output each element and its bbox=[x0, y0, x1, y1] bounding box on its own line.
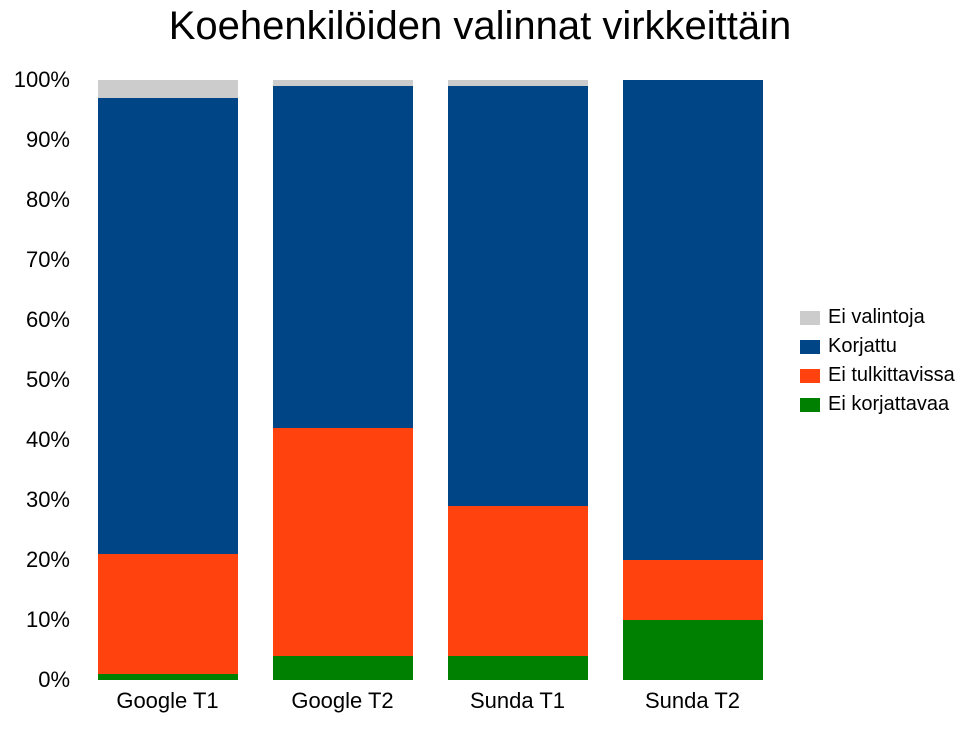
legend-label: Ei tulkittavissa bbox=[828, 364, 955, 387]
stacked-bar bbox=[98, 80, 238, 680]
bar-segment-ei_korjattavaa bbox=[448, 656, 588, 680]
x-tick-label: Google T2 bbox=[255, 688, 430, 728]
y-tick-label: 10% bbox=[0, 607, 70, 633]
chart-root: Koehenkilöiden valinnat virkkeittäin 0% 1… bbox=[0, 0, 960, 749]
bar-slot bbox=[80, 80, 255, 680]
y-tick-label: 50% bbox=[0, 367, 70, 393]
stacked-bar bbox=[273, 80, 413, 680]
x-tick-label: Sunda T1 bbox=[430, 688, 605, 728]
bar-segment-ei_tulkittavissa bbox=[98, 554, 238, 674]
stacked-bar bbox=[623, 80, 763, 680]
bar-segment-ei_korjattavaa bbox=[623, 620, 763, 680]
y-tick-label: 40% bbox=[0, 427, 70, 453]
bar-segment-korjattu bbox=[273, 86, 413, 428]
plot-area bbox=[80, 80, 780, 680]
y-tick-label: 0% bbox=[0, 667, 70, 693]
bar-slot bbox=[255, 80, 430, 680]
legend-swatch bbox=[800, 340, 820, 354]
legend-item: Ei tulkittavissa bbox=[800, 364, 960, 387]
bar-segment-korjattu bbox=[623, 80, 763, 560]
x-axis-labels: Google T1Google T2Sunda T1Sunda T2 bbox=[80, 688, 780, 728]
bar-segment-ei_tulkittavissa bbox=[448, 506, 588, 656]
bar-segment-ei_korjattavaa bbox=[98, 674, 238, 680]
bar-slot bbox=[605, 80, 780, 680]
chart-title: Koehenkilöiden valinnat virkkeittäin bbox=[0, 0, 960, 49]
legend-item: Korjattu bbox=[800, 335, 960, 358]
y-tick-label: 100% bbox=[0, 67, 70, 93]
y-tick-label: 60% bbox=[0, 307, 70, 333]
x-tick-label: Sunda T2 bbox=[605, 688, 780, 728]
bar-segment-ei_valintoja bbox=[98, 80, 238, 98]
legend-swatch bbox=[800, 369, 820, 383]
legend-label: Korjattu bbox=[828, 335, 897, 358]
x-tick-label: Google T1 bbox=[80, 688, 255, 728]
y-tick-label: 70% bbox=[0, 247, 70, 273]
legend-swatch bbox=[800, 398, 820, 412]
legend-swatch bbox=[800, 311, 820, 325]
legend-label: Ei valintoja bbox=[828, 306, 925, 329]
y-axis-ticks: 0%10%20%30%40%50%60%70%80%90%100% bbox=[0, 80, 80, 680]
bar-segment-korjattu bbox=[98, 98, 238, 554]
bar-segment-ei_korjattavaa bbox=[273, 656, 413, 680]
bar-slot bbox=[430, 80, 605, 680]
y-tick-label: 80% bbox=[0, 187, 70, 213]
bar-segment-ei_tulkittavissa bbox=[273, 428, 413, 656]
bar-segment-korjattu bbox=[448, 86, 588, 506]
legend-label: Ei korjattavaa bbox=[828, 393, 949, 416]
legend-item: Ei korjattavaa bbox=[800, 393, 960, 416]
y-tick-label: 30% bbox=[0, 487, 70, 513]
legend: Ei valintoja Korjattu Ei tulkittavissa Ei k… bbox=[800, 300, 960, 422]
stacked-bar bbox=[448, 80, 588, 680]
legend-item: Ei valintoja bbox=[800, 306, 960, 329]
y-tick-label: 20% bbox=[0, 547, 70, 573]
bar-segment-ei_tulkittavissa bbox=[623, 560, 763, 620]
y-tick-label: 90% bbox=[0, 127, 70, 153]
bars-container bbox=[80, 80, 780, 680]
